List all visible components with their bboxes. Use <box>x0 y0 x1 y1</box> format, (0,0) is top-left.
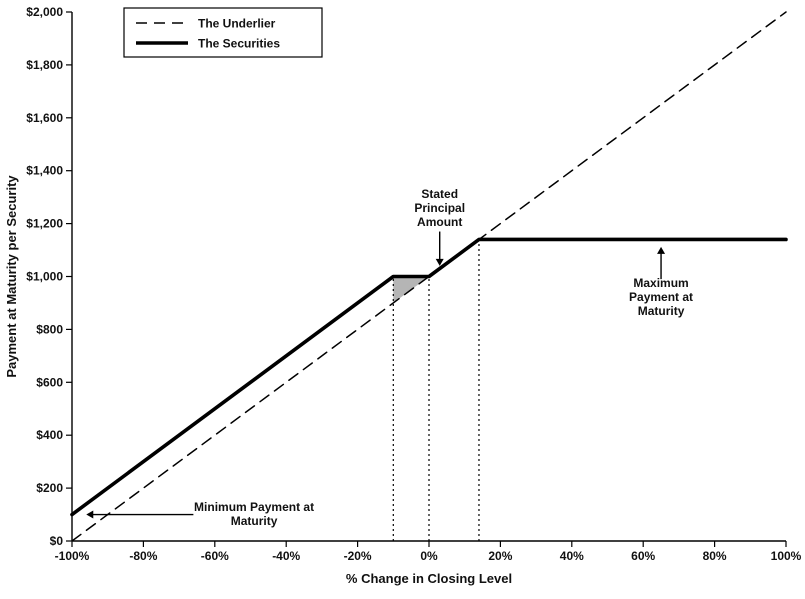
x-tick-label: 100% <box>771 549 802 563</box>
y-tick-label: $1,800 <box>26 58 63 72</box>
y-tick-label: $600 <box>36 375 63 389</box>
maximum-payment-annotation-text: Maturity <box>638 304 685 318</box>
maximum-payment-annotation-text: Maximum <box>633 276 688 290</box>
minimum-payment-annotation-text: Maturity <box>231 514 278 528</box>
y-tick-label: $400 <box>36 428 63 442</box>
x-tick-label: -100% <box>55 549 90 563</box>
legend-label-1: The Securities <box>198 37 280 51</box>
the-underlier-line <box>71 11 787 542</box>
the-securities-line <box>70 237 788 517</box>
x-tick-label: -60% <box>201 549 229 563</box>
stated-principal-annotation-text: Amount <box>417 215 462 229</box>
y-tick-label: $1,200 <box>26 217 63 231</box>
stated-principal-annotation-text: Principal <box>414 201 465 215</box>
y-tick-label: $2,000 <box>26 5 63 19</box>
x-tick-label: 20% <box>488 549 512 563</box>
minimum-payment-annotation-arrowhead <box>86 510 94 519</box>
y-axis-title: Payment at Maturity per Security <box>4 175 19 378</box>
x-tick-label: -80% <box>129 549 157 563</box>
y-tick-label: $1,600 <box>26 111 63 125</box>
stated-principal-annotation-arrowhead <box>435 258 444 266</box>
y-tick-label: $200 <box>36 481 63 495</box>
x-tick-label: 0% <box>420 549 438 563</box>
maximum-payment-annotation-arrowhead <box>657 246 666 254</box>
minimum-payment-annotation-text: Minimum Payment at <box>194 500 314 514</box>
maximum-payment-annotation-text: Payment at <box>629 290 693 304</box>
x-tick-label: 40% <box>560 549 584 563</box>
x-tick-label: -20% <box>344 549 372 563</box>
x-axis-title: % Change in Closing Level <box>346 571 512 586</box>
y-tick-label: $0 <box>50 534 64 548</box>
y-tick-label: $1,000 <box>26 270 63 284</box>
legend-box <box>123 7 323 58</box>
y-tick-label: $800 <box>36 322 63 336</box>
x-tick-label: 60% <box>631 549 655 563</box>
legend-label-0: The Underlier <box>198 17 276 31</box>
x-tick-label: 80% <box>703 549 727 563</box>
stated-principal-annotation-text: Stated <box>421 187 458 201</box>
y-tick-label: $1,400 <box>26 164 63 178</box>
x-tick-label: -40% <box>272 549 300 563</box>
